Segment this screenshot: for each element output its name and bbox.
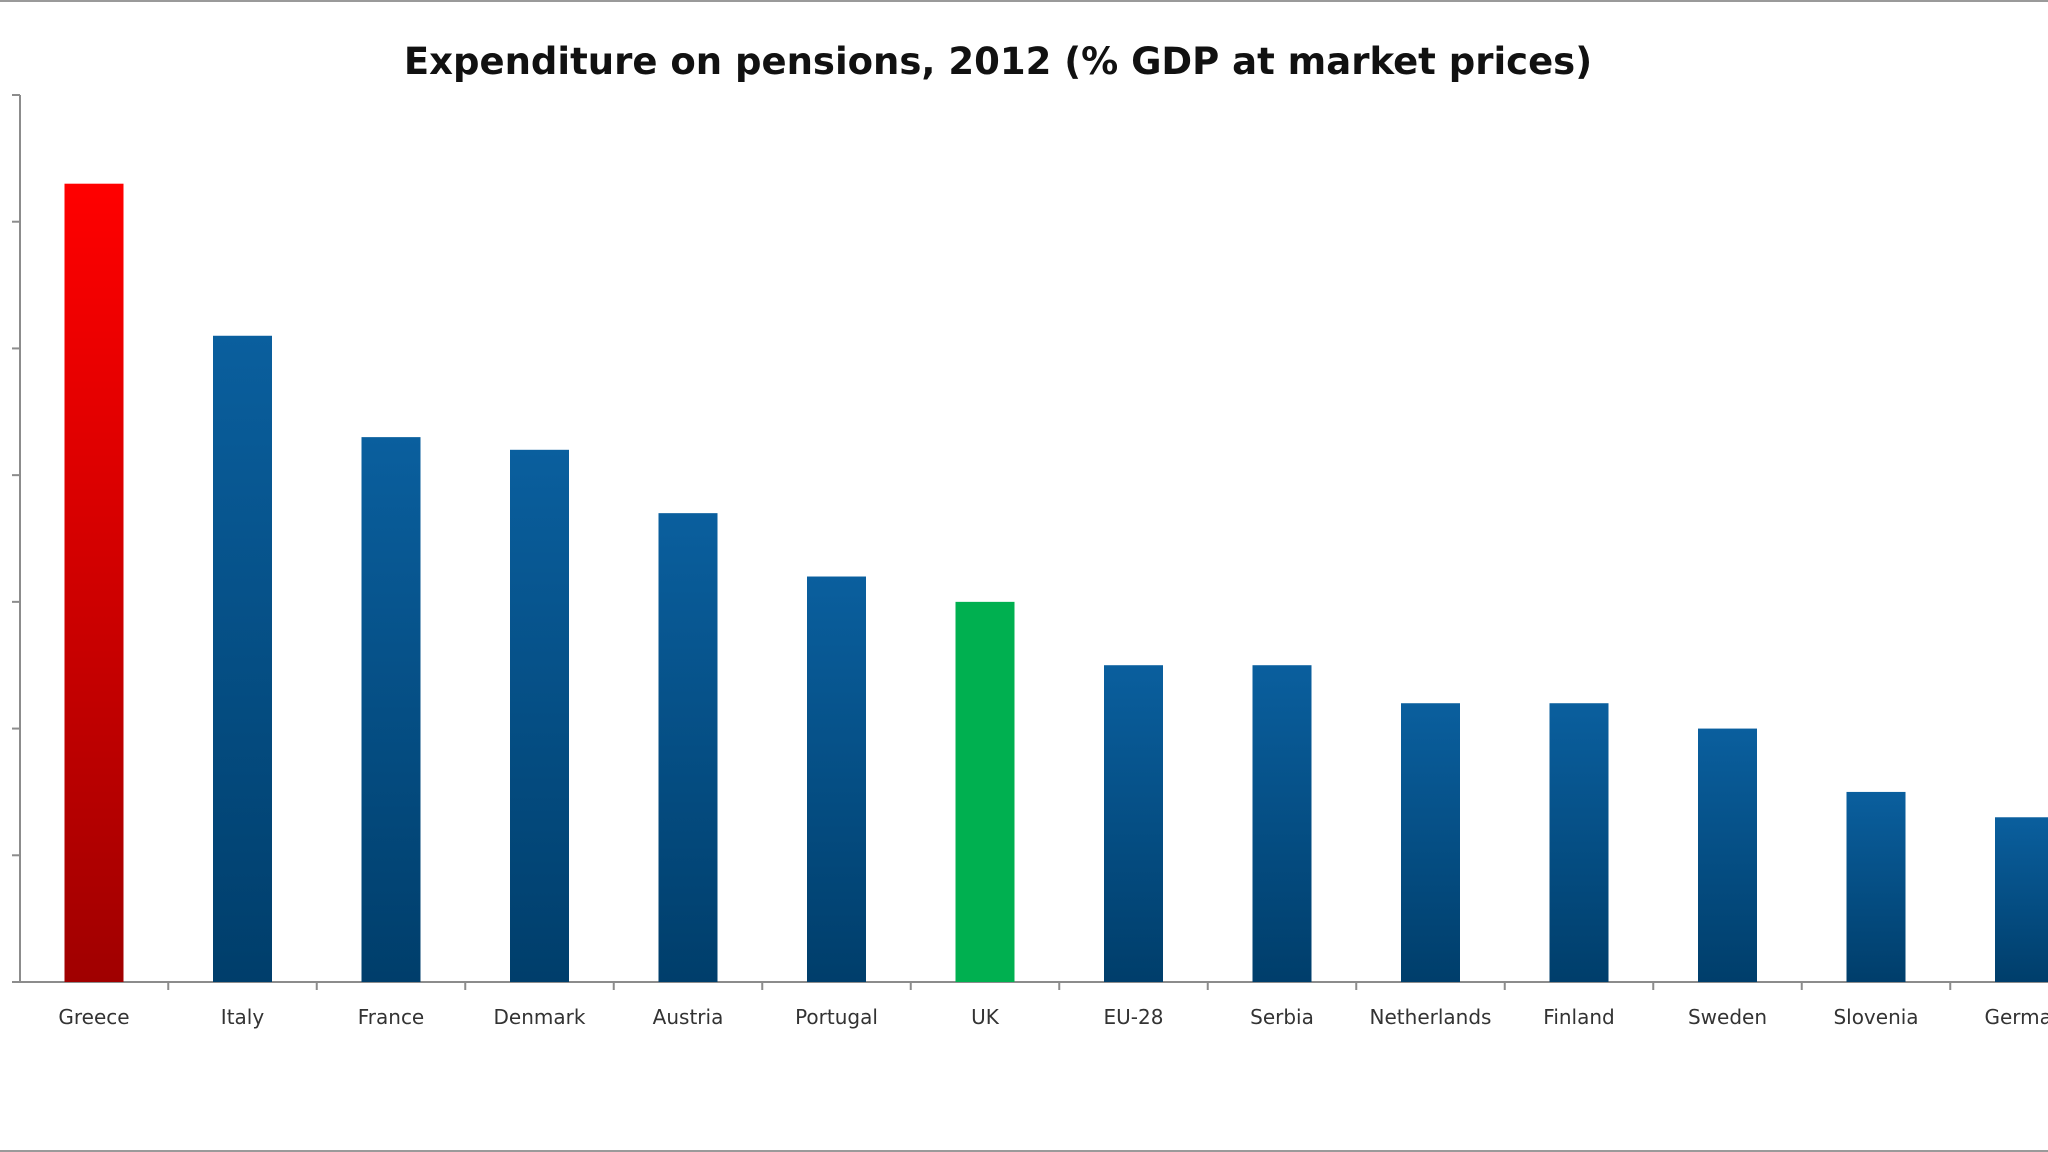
bar-portugal <box>807 576 866 982</box>
bar-germany <box>1995 817 2048 982</box>
bar-denmark <box>510 449 569 982</box>
x-tick-label: Finland <box>1543 1005 1614 1029</box>
bar-sweden <box>1698 728 1757 982</box>
x-tick-label: Netherlands <box>1370 1005 1492 1029</box>
x-tick-label: Slovenia <box>1833 1005 1918 1029</box>
bar-serbia <box>1252 665 1312 982</box>
chart-title: Expenditure on pensions, 2012 (% GDP at … <box>403 40 1593 83</box>
x-tick-label: Greece <box>58 1005 129 1029</box>
bar-france <box>361 437 421 983</box>
bar-uk <box>955 601 1015 982</box>
bar-austria <box>658 513 718 982</box>
bar-greece <box>64 183 124 982</box>
x-tick-label: Italy <box>221 1005 265 1029</box>
x-tick-label: German <box>1984 1005 2048 1029</box>
x-tick-label: Austria <box>653 1005 724 1029</box>
x-tick-label: Denmark <box>494 1005 586 1029</box>
x-tick-label: France <box>358 1005 425 1029</box>
bar-netherlands <box>1401 703 1460 982</box>
bar-eu-28 <box>1104 665 1163 982</box>
x-tick-label: Sweden <box>1688 1005 1767 1029</box>
bar-slovenia <box>1846 791 1906 982</box>
x-tick-label: Serbia <box>1250 1005 1314 1029</box>
x-tick-label: UK <box>971 1005 1000 1029</box>
x-tick-label: Portugal <box>795 1005 878 1029</box>
bar-italy <box>213 335 272 982</box>
x-tick-label: EU-28 <box>1104 1005 1164 1029</box>
bar-finland <box>1549 703 1609 982</box>
